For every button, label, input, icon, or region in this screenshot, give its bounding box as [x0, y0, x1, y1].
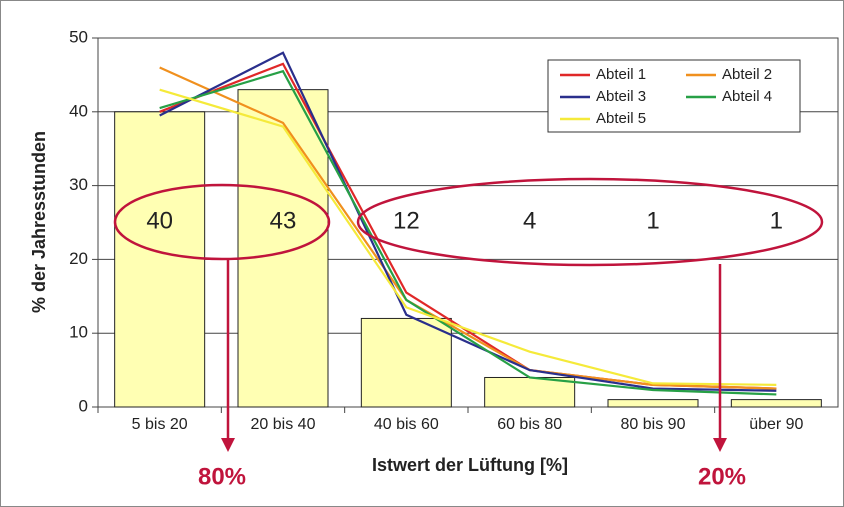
bar [114, 111, 206, 408]
y-axis-label: % der Jahresstunden [29, 131, 49, 313]
bar [360, 317, 452, 408]
line-series [159, 51, 777, 392]
legend-label: Abteil 3 [596, 88, 646, 105]
data-label: 40 [146, 207, 173, 234]
legend-label: Abteil 1 [596, 66, 646, 83]
annotation: 20% [698, 463, 746, 490]
legend-label: Abteil 4 [722, 88, 772, 105]
y-tick-label: 50 [69, 27, 88, 46]
annotation: 80% [198, 463, 246, 490]
y-tick-label: 0 [79, 396, 88, 415]
line-series [159, 66, 777, 390]
x-tick-label: 5 bis 20 [132, 416, 188, 433]
bar [237, 89, 329, 408]
legend-label: Abteil 2 [722, 66, 772, 83]
x-tick-label: 80 bis 90 [621, 416, 686, 433]
line-series [159, 88, 777, 386]
legend-label: Abteil 5 [596, 110, 646, 127]
data-label: 1 [770, 207, 783, 234]
arrow-head [713, 438, 727, 452]
x-axis-label: Istwert der Lüftung [%] [372, 455, 568, 475]
bar [484, 376, 576, 408]
x-tick-label: über 90 [749, 416, 803, 433]
y-tick-label: 40 [69, 101, 88, 120]
x-tick-label: 20 bis 40 [251, 416, 316, 433]
y-tick-label: 20 [69, 249, 88, 268]
line-series [159, 69, 777, 396]
highlight-ellipse [356, 177, 824, 267]
data-label: 4 [523, 207, 536, 234]
arrow-head [221, 438, 235, 452]
bar [730, 399, 822, 408]
highlight-ellipse [113, 183, 331, 261]
data-label: 1 [646, 207, 659, 234]
data-label: 12 [393, 207, 420, 234]
x-tick-label: 40 bis 60 [374, 416, 439, 433]
y-tick-label: 10 [69, 323, 88, 342]
data-label: 43 [270, 207, 297, 234]
x-tick-label: 60 bis 80 [497, 416, 562, 433]
y-tick-label: 30 [69, 175, 88, 194]
bar [607, 399, 699, 408]
